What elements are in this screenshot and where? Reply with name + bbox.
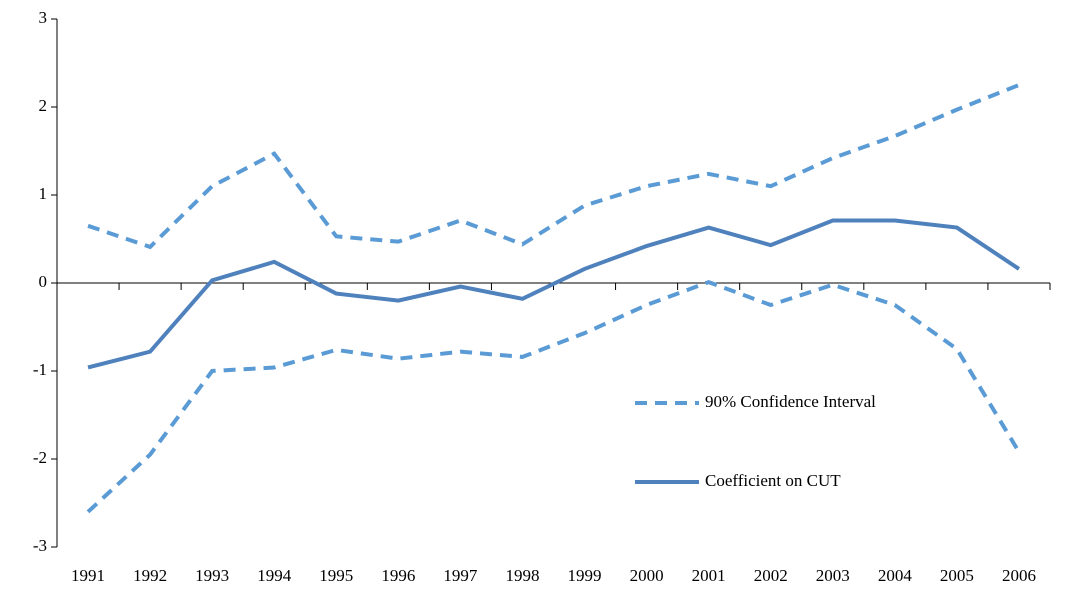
y-tick-label: -3: [33, 536, 47, 555]
series-line: [87, 83, 1020, 250]
x-tick-label: 1996: [381, 566, 415, 585]
x-tick-label: 1991: [71, 566, 105, 585]
series-line: [87, 218, 1021, 370]
x-tick-label: 2000: [630, 566, 664, 585]
legend-label: Coefficient on CUT: [705, 471, 841, 490]
x-tick-label: 2002: [754, 566, 788, 585]
x-tick-label: 1993: [195, 566, 229, 585]
x-tick-label: 1999: [568, 566, 602, 585]
x-tick-label: 2005: [940, 566, 974, 585]
y-tick-label: 1: [39, 184, 48, 203]
x-tick-label: 2003: [816, 566, 850, 585]
x-tick-label: 2001: [692, 566, 726, 585]
x-tick-label: 2004: [878, 566, 913, 585]
y-tick-label: 2: [39, 96, 48, 115]
x-tick-label: 1994: [257, 566, 292, 585]
legend-label: 90% Confidence Interval: [705, 392, 876, 411]
y-tick-label: 0: [39, 272, 48, 291]
y-tick-label: -1: [33, 360, 47, 379]
x-tick-label: 2006: [1002, 566, 1036, 585]
x-tick-label: 1995: [319, 566, 353, 585]
series-line: [86, 279, 1021, 514]
y-tick-label: 3: [39, 8, 48, 27]
x-tick-label: 1997: [443, 566, 478, 585]
x-tick-label: 1998: [505, 566, 539, 585]
y-tick-label: -2: [33, 448, 47, 467]
x-tick-label: 1992: [133, 566, 167, 585]
